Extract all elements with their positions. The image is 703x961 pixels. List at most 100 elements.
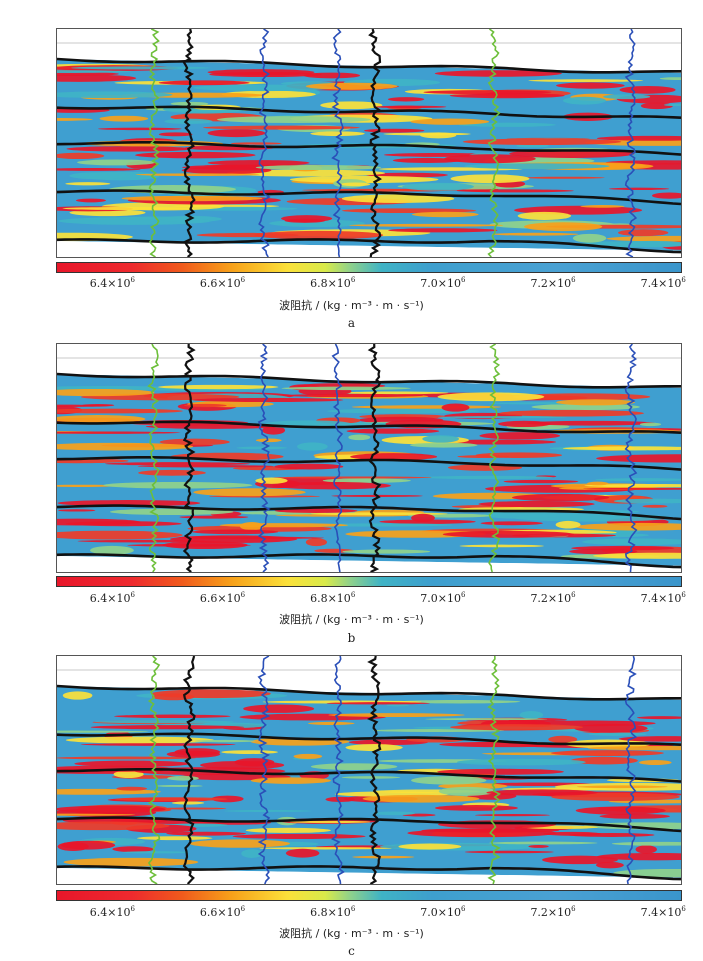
impedance-lens — [459, 544, 544, 548]
impedance-section-svg-a — [57, 29, 681, 257]
impedance-lens — [346, 428, 440, 434]
impedance-lens — [293, 753, 323, 759]
impedance-lens — [349, 739, 428, 746]
impedance-lens — [659, 77, 681, 80]
impedance-lens — [588, 732, 647, 736]
impedance-lens — [112, 846, 154, 853]
colorbar-tick-label: 7.4×106 — [640, 276, 686, 290]
impedance-lens — [524, 720, 656, 727]
impedance-lens — [254, 230, 384, 240]
horizon-line — [57, 865, 681, 881]
impedance-lens — [207, 160, 310, 166]
impedance-lens — [464, 850, 554, 854]
impedance-lens — [609, 187, 670, 191]
impedance-lens — [135, 151, 256, 159]
impedance-lens — [151, 689, 271, 699]
impedance-lens — [189, 839, 290, 848]
impedance-lens — [236, 446, 288, 450]
horizon-line — [57, 553, 681, 569]
colorbar-b — [56, 576, 682, 587]
impedance-lens — [57, 91, 173, 99]
horizon-line — [57, 456, 681, 471]
impedance-lens — [274, 463, 344, 470]
horizon-line — [57, 372, 681, 389]
horizon-line — [57, 189, 681, 206]
impedance-lens — [572, 233, 607, 243]
well-log-curve — [624, 29, 638, 257]
impedance-lens — [372, 729, 505, 732]
impedance-lens — [362, 794, 480, 803]
well-log-curve — [487, 656, 501, 884]
panel-letter-a: a — [347, 316, 356, 330]
impedance-lens — [57, 813, 135, 816]
impedance-lens — [191, 529, 279, 535]
impedance-lens — [555, 520, 581, 529]
impedance-lens — [519, 711, 544, 719]
impedance-lens — [651, 192, 681, 199]
well-log-curve — [488, 344, 501, 572]
impedance-lens — [155, 784, 203, 788]
impedance-lens — [517, 211, 572, 220]
impedance-lens — [480, 521, 543, 526]
impedance-lens — [138, 469, 206, 476]
impedance-lens — [137, 836, 213, 841]
impedance-lens — [310, 512, 448, 516]
impedance-lens — [570, 756, 638, 765]
impedance-lens — [345, 744, 403, 752]
impedance-lens — [411, 776, 487, 785]
impedance-lens — [273, 476, 432, 479]
impedance-lens — [456, 189, 574, 193]
impedance-lens — [94, 720, 234, 724]
impedance-lens — [640, 102, 673, 110]
impedance-lens — [340, 182, 371, 187]
impedance-lens — [104, 462, 251, 466]
impedance-lens — [243, 704, 315, 713]
impedance-lens — [422, 475, 553, 480]
impedance-lens — [103, 481, 253, 489]
impedance-lens — [75, 198, 106, 203]
impedance-lens — [245, 827, 331, 834]
impedance-lens — [255, 477, 288, 484]
horizon-line — [57, 141, 681, 156]
impedance-lens — [122, 851, 190, 854]
well-log-curve — [147, 656, 161, 884]
impedance-lens — [303, 72, 361, 79]
impedance-lens — [207, 69, 315, 76]
impedance-lens — [274, 508, 358, 513]
impedance-lens — [193, 84, 333, 92]
impedance-lens — [57, 805, 166, 813]
colorbar-tick-label: 6.8×106 — [310, 905, 356, 919]
impedance-lens — [464, 163, 610, 170]
impedance-lens — [181, 166, 272, 175]
impedance-lens — [116, 786, 148, 791]
impedance-lens — [179, 515, 249, 519]
impedance-lens — [63, 857, 199, 867]
impedance-section-svg-c — [57, 656, 681, 884]
impedance-lens — [596, 135, 681, 141]
impedance-lens — [437, 416, 568, 419]
impedance-lens — [285, 848, 320, 858]
well-log-curve — [331, 344, 344, 572]
impedance-lens — [211, 795, 244, 803]
impedance-lens — [322, 478, 411, 483]
impedance-lens — [402, 182, 474, 191]
impedance-lens — [639, 422, 662, 427]
impedance-section-b — [56, 343, 682, 573]
impedance-lens — [387, 97, 425, 102]
impedance-lens — [167, 775, 199, 781]
colorbar-tick-label: 6.4×106 — [89, 591, 135, 605]
impedance-lens — [422, 435, 460, 443]
impedance-lens — [57, 152, 105, 160]
well-log-curve — [331, 656, 345, 884]
impedance-lens — [499, 409, 644, 417]
impedance-lens — [488, 841, 598, 845]
impedance-lens — [62, 691, 93, 700]
colorbar-tick-label: 7.4×106 — [640, 905, 686, 919]
well-log-curve — [182, 656, 196, 884]
impedance-lens — [462, 138, 622, 146]
horizon-line — [57, 420, 681, 434]
impedance-lens — [192, 397, 344, 403]
well-log-curve — [331, 29, 344, 257]
impedance-lens — [74, 760, 191, 767]
impedance-lens — [241, 849, 263, 858]
